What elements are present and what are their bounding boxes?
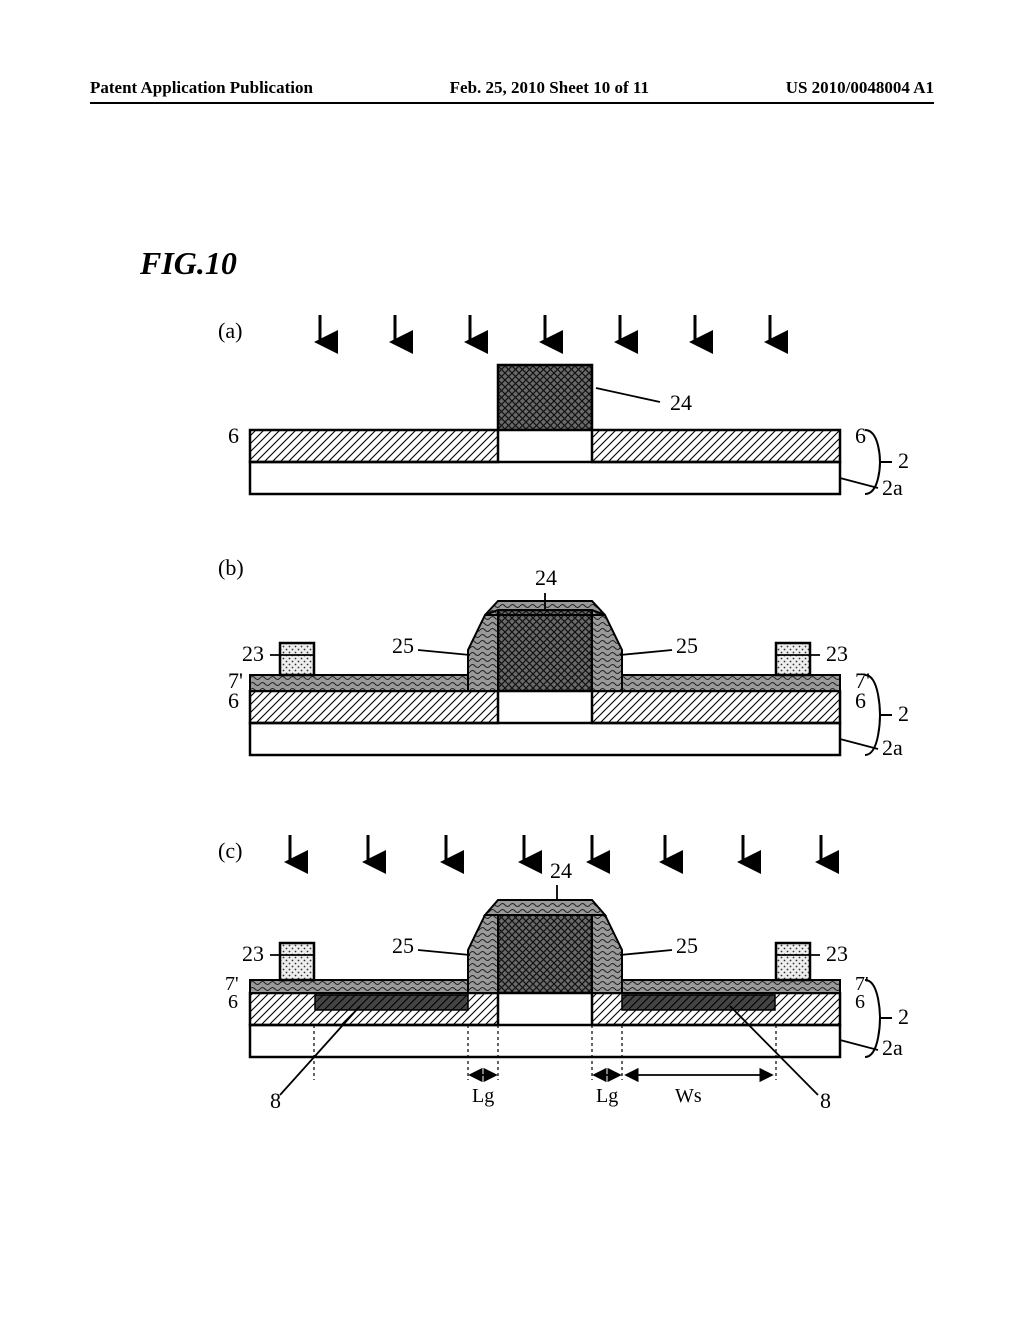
panel-b: (b) — [120, 555, 920, 785]
b-spacer-25-left — [468, 610, 498, 691]
panel-a-label: (a) — [218, 318, 242, 344]
header-left: Patent Application Publication — [90, 78, 313, 98]
layer-6-right — [592, 430, 840, 462]
c-ref-24: 24 — [550, 858, 572, 883]
page-header: Patent Application Publication Feb. 25, … — [90, 78, 934, 98]
b-gate-24 — [498, 610, 592, 691]
c-dim-lg1: Lg — [472, 1085, 494, 1107]
b-layer-7p-left — [250, 675, 498, 691]
panel-b-label: (b) — [218, 555, 244, 581]
c-spacer-25-left — [468, 910, 498, 993]
b-pillar-23-right — [776, 643, 810, 675]
panel-b-svg: 24 23 23 25 25 7' 7' 6 6 2 2a — [120, 555, 920, 785]
b-layer-6-right — [592, 691, 840, 723]
c-pillar-23-right — [776, 943, 810, 980]
c-ref-8r: 8 — [820, 1088, 831, 1113]
b-layer-7p-right — [592, 675, 840, 691]
b-ref-2a: 2a — [882, 735, 903, 760]
c-dim-lg2: Lg — [596, 1085, 618, 1107]
figure-title: FIG.10 — [140, 245, 237, 282]
c-gate-24 — [498, 910, 592, 993]
gate-24 — [498, 365, 592, 430]
b-spacer-25-right — [592, 610, 622, 691]
b-ref-6l: 6 — [228, 688, 239, 713]
header-rule — [90, 102, 934, 104]
panel-a: (a) — [120, 310, 920, 520]
layer-6-left — [250, 430, 498, 462]
b-ref-24: 24 — [535, 565, 557, 590]
b-ref-2: 2 — [898, 701, 909, 726]
c-layer-7p-left — [250, 980, 498, 993]
b-layer-6-left — [250, 691, 498, 723]
b-ref-25l: 25 — [392, 633, 414, 658]
ref-24: 24 — [670, 390, 692, 415]
c-pillar-23-left — [280, 943, 314, 980]
c-ref-25r: 25 — [676, 933, 698, 958]
c-layer-7p-right — [592, 980, 840, 993]
ref-2: 2 — [898, 448, 909, 473]
b-ref-23r: 23 — [826, 641, 848, 666]
header-right: US 2010/0048004 A1 — [786, 78, 934, 98]
c-ref-23r: 23 — [826, 941, 848, 966]
b-ref-6r: 6 — [855, 688, 866, 713]
c-ref-23l: 23 — [242, 941, 264, 966]
panel-c-svg: 24 23 23 25 25 7' 7' 6 6 2 2a 8 8 Lg Lg … — [120, 830, 920, 1150]
b-pillar-23-left — [280, 643, 314, 675]
c-ref-6r: 6 — [855, 991, 865, 1013]
header-center: Feb. 25, 2010 Sheet 10 of 11 — [450, 78, 649, 98]
b-layer-2a — [250, 723, 840, 755]
c-dim-ws: Ws — [675, 1085, 702, 1107]
b-ref-25r: 25 — [676, 633, 698, 658]
arrows-a — [320, 315, 770, 342]
c-ref-2: 2 — [898, 1004, 909, 1029]
c-spacer-25-right — [592, 910, 622, 993]
layer-2a — [250, 462, 840, 494]
ref-6-left: 6 — [228, 423, 239, 448]
panel-c-label: (c) — [218, 838, 242, 864]
c-ref-25l: 25 — [392, 933, 414, 958]
c-ref-2a: 2a — [882, 1035, 903, 1060]
ref-6-right: 6 — [855, 423, 866, 448]
c-ref-8l: 8 — [270, 1088, 281, 1113]
b-ref-23l: 23 — [242, 641, 264, 666]
panel-c: (c) — [120, 830, 920, 1150]
c-layer-6-right — [592, 993, 840, 1025]
ref-2a: 2a — [882, 475, 903, 500]
c-cap-25-top — [485, 900, 605, 915]
c-ref-6l: 6 — [228, 991, 238, 1013]
